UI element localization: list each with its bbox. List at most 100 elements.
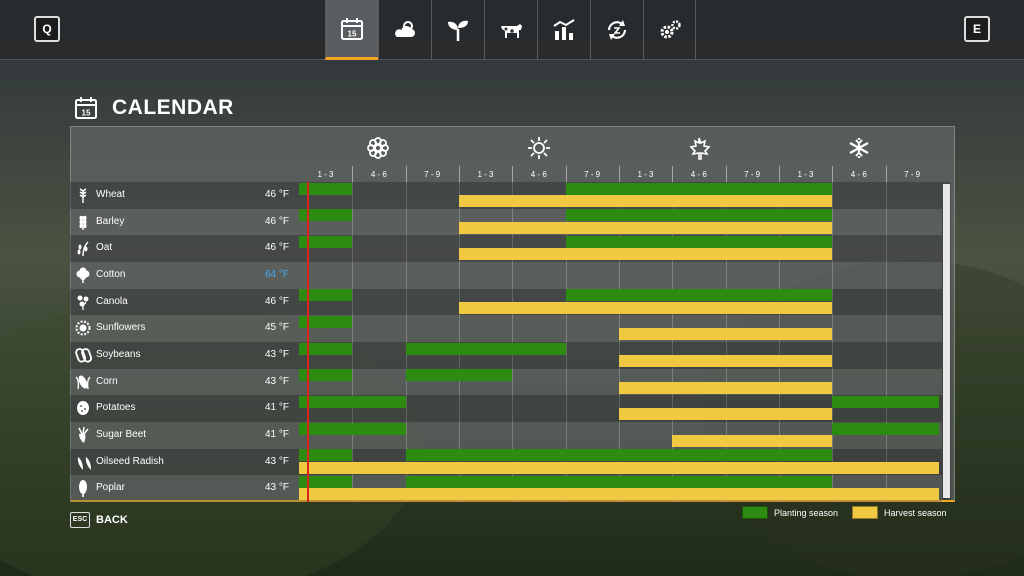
month-label: 4 - 6 — [530, 170, 547, 179]
month-label: 1 - 3 — [797, 170, 814, 179]
month-separator — [458, 166, 460, 182]
month-separator — [778, 166, 780, 182]
crop-min-temperature: 41 °F — [264, 429, 289, 441]
crop-name: Sugar Beet — [96, 429, 147, 441]
crop-row-corn[interactable]: Corn 43 °F — [70, 369, 299, 395]
crop-min-temperature: 46 °F — [264, 295, 289, 307]
grid-column-line — [565, 182, 567, 502]
planting-season-bar — [565, 289, 833, 302]
tab-calendar[interactable]: 15 — [325, 0, 378, 60]
planting-season-bar — [565, 235, 833, 248]
calendar-icon: 15 — [75, 97, 97, 119]
crop-row-oat[interactable]: Oat 46 °F — [70, 235, 299, 261]
next-page-key-e[interactable]: E — [964, 16, 990, 42]
harvest-season-bar — [618, 328, 833, 341]
month-separator — [672, 166, 674, 182]
grid-column-line — [405, 182, 407, 502]
grid-column-line — [672, 182, 674, 502]
crop-min-temperature: 43 °F — [264, 375, 289, 387]
tab-weather[interactable] — [378, 0, 431, 60]
crop-min-temperature: 46 °F — [264, 189, 289, 200]
grid-column-line — [725, 182, 727, 502]
soybean-icon — [75, 348, 92, 363]
month-label: 1 - 3 — [317, 170, 334, 179]
legend-planting-label: Planting season — [774, 507, 839, 518]
month-label: 1 - 3 — [637, 170, 654, 179]
month-separator — [885, 166, 887, 182]
planting-season-bar — [299, 342, 353, 355]
tab-finances[interactable] — [590, 0, 643, 60]
planting-season-bar — [299, 209, 353, 222]
crop-row-sugar-beet[interactable]: Sugar Beet 41 °F — [70, 422, 299, 448]
tab-statistics[interactable] — [537, 0, 590, 60]
header-icon-day: 15 — [82, 109, 91, 118]
back-button[interactable]: ESC BACK — [70, 512, 128, 528]
month-label: 4 - 6 — [690, 170, 707, 179]
cycle-icon — [607, 20, 627, 40]
crop-min-temperature: 43 °F — [264, 482, 289, 494]
grid-column-line — [512, 182, 514, 502]
calendar-icon: 15 — [341, 17, 363, 40]
harvest-season-bar — [458, 221, 833, 234]
page-title: CALENDAR — [112, 96, 234, 119]
harvest-season-bar — [299, 461, 939, 474]
tab-crops[interactable] — [431, 0, 484, 60]
month-separator — [512, 166, 514, 182]
crop-name: Oat — [96, 242, 113, 254]
harvest-season-bar — [618, 355, 833, 368]
planting-season-bar — [565, 182, 833, 195]
prev-page-key-q[interactable]: Q — [34, 16, 60, 42]
crop-name: Sunflowers — [96, 322, 146, 334]
planting-season-bar — [299, 449, 353, 462]
planting-season-bar — [832, 422, 939, 435]
planting-season-bar — [299, 475, 353, 488]
planting-season-bar — [832, 395, 939, 408]
spring-flower-icon — [366, 136, 390, 160]
canola-icon — [77, 295, 89, 310]
sunflower-icon — [75, 320, 91, 336]
potato-icon — [77, 401, 89, 416]
planting-season-bar — [299, 289, 353, 302]
cotton-icon — [76, 267, 90, 283]
month-separator — [725, 166, 727, 182]
crop-row-cotton[interactable]: Cotton 64 °F — [70, 262, 299, 288]
month-separator — [405, 166, 407, 182]
crop-row-canola[interactable]: Canola 46 °F — [70, 289, 299, 315]
crop-name: Canola — [96, 295, 128, 307]
harvest-season-bar — [458, 248, 833, 261]
harvest-season-bar — [458, 301, 833, 314]
crop-row-potatoes[interactable]: Potatoes 41 °F — [70, 395, 299, 421]
month-separator — [565, 166, 567, 182]
crop-min-temperature: 64 °F — [264, 269, 289, 280]
grid-column-line — [832, 182, 834, 502]
grid-column-line — [458, 182, 460, 502]
scrollbar-thumb[interactable] — [943, 184, 950, 498]
legend-harvest-swatch — [852, 506, 878, 519]
tab-settings[interactable] — [643, 0, 696, 60]
crop-row-oilseed-radish[interactable]: Oilseed Radish 43 °F — [70, 449, 299, 475]
crop-min-temperature: 41 °F — [264, 402, 289, 414]
crop-name: Oilseed Radish — [96, 455, 164, 467]
crop-min-temperature: 46 °F — [264, 215, 289, 227]
month-label: 7 - 9 — [904, 170, 921, 179]
legend-planting: Planting season — [742, 506, 838, 519]
crop-row-soybeans[interactable]: Soybeans 43 °F — [70, 342, 299, 368]
wheat-icon — [79, 188, 87, 203]
crop-row-sunflowers[interactable]: Sunflowers 45 °F — [70, 315, 299, 341]
crop-row-wheat[interactable]: Wheat 46 °F — [70, 182, 299, 208]
top-navigation-bar: Q 15 — [0, 0, 1024, 60]
planting-season-bar — [299, 315, 353, 328]
calendar-tab-day: 15 — [348, 29, 357, 38]
stats-chart-icon — [553, 19, 575, 40]
oat-icon — [77, 241, 89, 257]
planting-season-bar — [299, 369, 353, 382]
crop-min-temperature: 43 °F — [264, 349, 289, 361]
tab-animals[interactable] — [484, 0, 537, 60]
planting-season-bar — [565, 209, 833, 222]
harvest-season-bar — [672, 435, 833, 448]
crop-row-barley[interactable]: Barley 46 °F — [70, 209, 299, 235]
crop-name: Potatoes — [96, 402, 136, 414]
winter-snowflake-icon — [847, 136, 871, 160]
month-label: 1 - 3 — [477, 170, 494, 179]
crop-row-poplar[interactable]: Poplar 43 °F — [70, 475, 299, 501]
